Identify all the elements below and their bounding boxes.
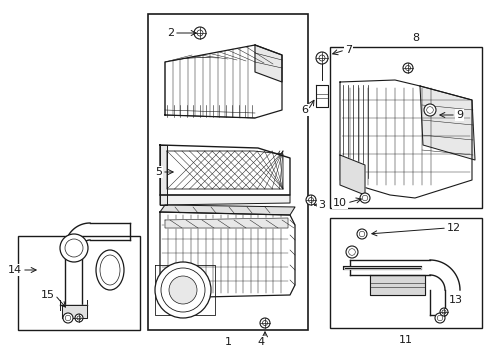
Text: 14: 14	[8, 265, 22, 275]
Polygon shape	[164, 218, 287, 228]
Circle shape	[63, 313, 73, 323]
Circle shape	[434, 313, 444, 323]
Polygon shape	[315, 85, 327, 107]
Ellipse shape	[100, 255, 120, 285]
Circle shape	[362, 195, 367, 201]
Polygon shape	[160, 212, 294, 298]
Polygon shape	[339, 155, 364, 195]
Circle shape	[439, 308, 447, 316]
Circle shape	[359, 193, 369, 203]
Text: 11: 11	[398, 335, 412, 345]
Text: 8: 8	[411, 33, 419, 43]
Circle shape	[402, 63, 412, 73]
Polygon shape	[160, 145, 167, 205]
Text: 4: 4	[257, 337, 264, 347]
Circle shape	[197, 30, 203, 36]
Polygon shape	[160, 195, 289, 205]
Circle shape	[308, 198, 313, 202]
Polygon shape	[62, 305, 87, 318]
Text: 3: 3	[317, 200, 325, 210]
Text: 15: 15	[41, 290, 55, 300]
Circle shape	[65, 239, 83, 257]
Text: 6: 6	[301, 105, 307, 115]
Bar	[329, 218, 481, 328]
Polygon shape	[339, 80, 471, 198]
Text: 5: 5	[155, 167, 162, 177]
Polygon shape	[254, 45, 282, 82]
Circle shape	[75, 314, 83, 322]
Polygon shape	[164, 45, 282, 118]
Circle shape	[346, 246, 357, 258]
Bar	[148, 14, 307, 330]
Circle shape	[426, 107, 432, 113]
Bar	[18, 236, 140, 330]
Circle shape	[65, 315, 71, 321]
Circle shape	[315, 52, 327, 64]
Circle shape	[423, 104, 435, 116]
Circle shape	[262, 320, 267, 325]
Text: 1: 1	[224, 337, 231, 347]
Text: 12: 12	[446, 223, 460, 233]
Polygon shape	[160, 145, 289, 195]
Circle shape	[348, 249, 355, 255]
Ellipse shape	[96, 250, 124, 290]
Circle shape	[356, 229, 366, 239]
Polygon shape	[369, 275, 424, 295]
Circle shape	[318, 55, 325, 61]
Circle shape	[169, 276, 197, 304]
Circle shape	[405, 66, 409, 71]
Circle shape	[77, 316, 81, 320]
Text: 2: 2	[166, 28, 174, 38]
Text: 9: 9	[455, 110, 462, 120]
Circle shape	[436, 315, 442, 321]
Circle shape	[359, 231, 364, 237]
Text: 13: 13	[448, 295, 462, 305]
Polygon shape	[419, 86, 474, 160]
Polygon shape	[160, 205, 294, 215]
Circle shape	[60, 234, 88, 262]
Circle shape	[194, 27, 205, 39]
Text: 10: 10	[332, 198, 346, 208]
Circle shape	[260, 318, 269, 328]
Circle shape	[161, 268, 204, 312]
Circle shape	[155, 262, 210, 318]
Circle shape	[441, 310, 445, 314]
Circle shape	[305, 195, 315, 205]
Bar	[329, 47, 481, 208]
Text: 7: 7	[345, 45, 351, 55]
